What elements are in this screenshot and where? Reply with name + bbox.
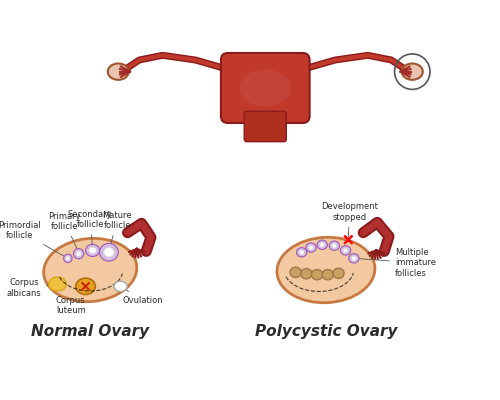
Ellipse shape bbox=[349, 254, 359, 263]
Ellipse shape bbox=[74, 248, 84, 259]
FancyBboxPatch shape bbox=[244, 111, 286, 142]
Ellipse shape bbox=[352, 256, 356, 260]
Text: Primary
follicle: Primary follicle bbox=[48, 212, 81, 250]
Ellipse shape bbox=[114, 281, 127, 292]
Ellipse shape bbox=[76, 278, 96, 294]
Ellipse shape bbox=[306, 243, 316, 252]
Text: Multiple
immature
follicles: Multiple immature follicles bbox=[356, 248, 436, 278]
Ellipse shape bbox=[343, 248, 348, 252]
Ellipse shape bbox=[48, 277, 66, 291]
Ellipse shape bbox=[332, 244, 336, 248]
Ellipse shape bbox=[308, 246, 314, 250]
Ellipse shape bbox=[312, 270, 322, 280]
Ellipse shape bbox=[86, 244, 100, 256]
Ellipse shape bbox=[300, 269, 312, 279]
Ellipse shape bbox=[290, 267, 301, 278]
Ellipse shape bbox=[296, 248, 307, 257]
Ellipse shape bbox=[89, 247, 96, 254]
Text: Primordial
follicle: Primordial follicle bbox=[0, 221, 66, 257]
Ellipse shape bbox=[240, 69, 291, 107]
Text: Corpus
albicans: Corpus albicans bbox=[6, 278, 55, 298]
Ellipse shape bbox=[76, 251, 81, 256]
Ellipse shape bbox=[44, 238, 137, 302]
Text: Ovulation: Ovulation bbox=[122, 288, 163, 305]
Ellipse shape bbox=[300, 250, 304, 254]
Text: Normal Ovary: Normal Ovary bbox=[31, 324, 150, 339]
Ellipse shape bbox=[100, 244, 118, 261]
Ellipse shape bbox=[277, 237, 375, 303]
Ellipse shape bbox=[333, 268, 344, 278]
FancyBboxPatch shape bbox=[221, 53, 310, 123]
Ellipse shape bbox=[108, 64, 128, 80]
Ellipse shape bbox=[66, 256, 70, 260]
Ellipse shape bbox=[104, 248, 114, 257]
Ellipse shape bbox=[317, 240, 328, 250]
Ellipse shape bbox=[329, 241, 340, 250]
Text: Polycystic Ovary: Polycystic Ovary bbox=[254, 324, 397, 339]
Text: Development
stopped: Development stopped bbox=[321, 202, 378, 237]
Ellipse shape bbox=[402, 64, 423, 80]
Text: Corpus
luteum: Corpus luteum bbox=[56, 288, 86, 315]
Ellipse shape bbox=[64, 254, 72, 262]
Ellipse shape bbox=[340, 246, 350, 255]
Text: Mature
follicle: Mature follicle bbox=[102, 211, 132, 248]
Ellipse shape bbox=[320, 243, 324, 247]
Ellipse shape bbox=[322, 270, 334, 280]
Text: Secondary
follicle: Secondary follicle bbox=[68, 210, 112, 246]
